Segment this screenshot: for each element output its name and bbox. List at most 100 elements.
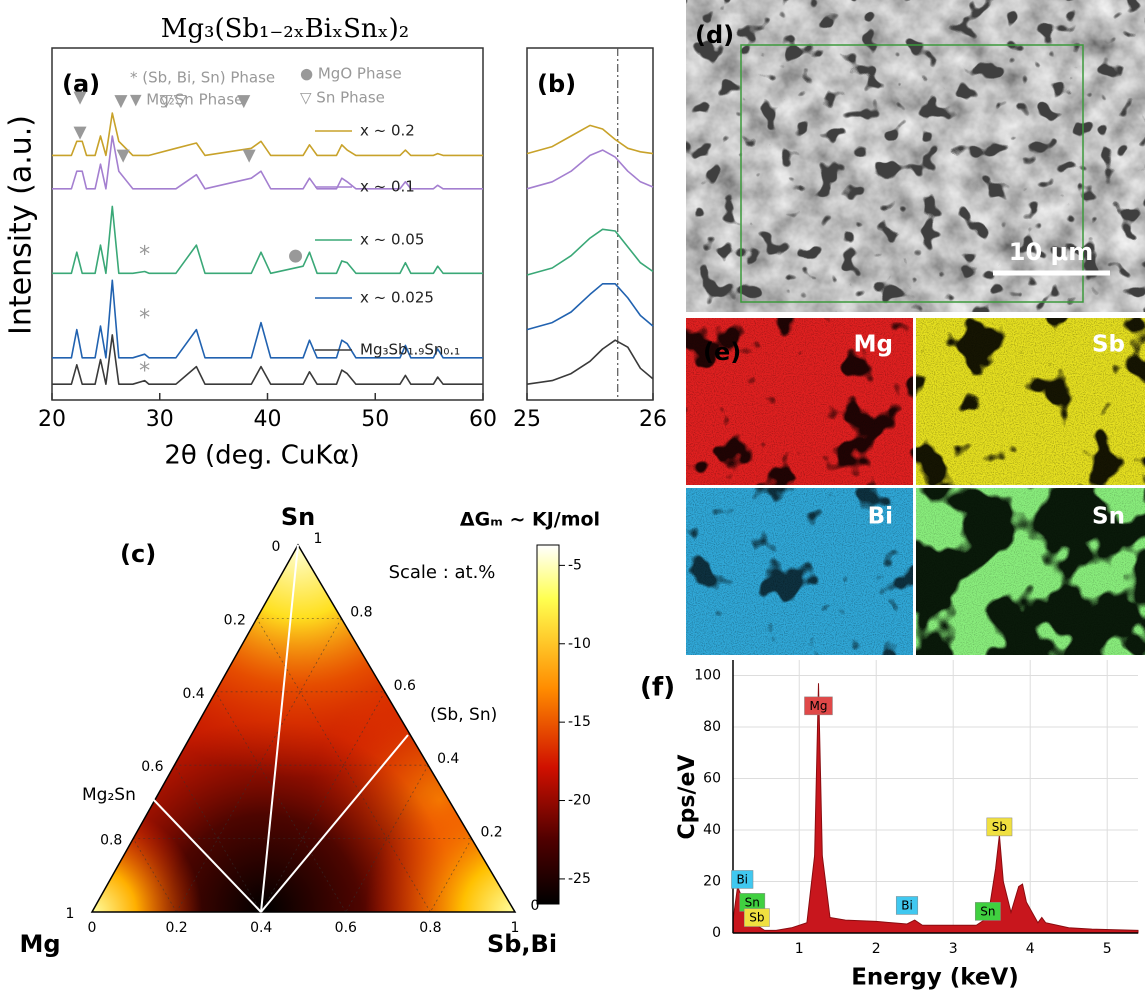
- annotation-box: [744, 908, 770, 927]
- annotation-label: Mg: [809, 699, 827, 713]
- phase-marker: ▼: [114, 91, 128, 111]
- y-tick-label: 40: [703, 822, 721, 838]
- series-line: [52, 279, 483, 359]
- panel-label: (c): [120, 540, 156, 568]
- ternary-tick-label: 0.4: [182, 686, 204, 702]
- annotation-label: Sn: [980, 904, 995, 918]
- map-label: Mg: [854, 332, 893, 358]
- x-tick-label: 60: [469, 407, 497, 432]
- panel-label: (b): [537, 70, 576, 98]
- sem-pores: [686, 0, 1145, 312]
- ternary-annotation: Mg₂Sn: [82, 785, 136, 805]
- phase-legend: ▼ Mg₂Sn Phase: [130, 91, 243, 109]
- x-tick-label: 25: [513, 407, 541, 432]
- x-tick-label: 4: [1026, 941, 1035, 957]
- series-line: [52, 112, 483, 157]
- tie-line: [260, 544, 299, 913]
- map-voids: [916, 318, 1145, 485]
- x-tick-label: 2: [872, 941, 881, 957]
- ternary-tick-label: 0.8: [419, 920, 441, 936]
- x-tick-label: 40: [254, 407, 282, 432]
- phase-legend: * (Sb, Bi, Sn) Phase: [130, 69, 275, 87]
- series-line: [526, 228, 654, 276]
- ternary-grid-line: [176, 618, 342, 913]
- ternary-annotation: (Sb, Sn): [430, 705, 497, 725]
- map-voids: [686, 488, 913, 655]
- ternary-tick-label: 1: [511, 920, 520, 936]
- colorbar-tick-label: -25: [568, 871, 591, 887]
- ternary-tick-label: 0.6: [394, 678, 416, 694]
- map-label: Sn: [1092, 504, 1125, 530]
- scale-note: Scale : at.%: [389, 562, 496, 583]
- y-tick-label: 80: [703, 719, 721, 735]
- plot-frame: [526, 47, 654, 401]
- plot-bg: [733, 660, 1138, 933]
- ternary-tick-label: 1: [66, 906, 75, 922]
- map-voids: [686, 318, 913, 485]
- series-line: [52, 334, 483, 385]
- ternary-tick-label: 0.8: [350, 604, 372, 620]
- map-speckle: [916, 488, 1145, 655]
- phase-marker: ▽: [174, 91, 188, 111]
- ternary-tick-label: 0.2: [165, 920, 187, 936]
- phase-marker: *: [139, 359, 150, 384]
- ternary-tick-label: 0.2: [224, 612, 246, 628]
- vertex-label: Sb,Bi: [487, 930, 557, 958]
- annotation-box: [986, 817, 1013, 837]
- ternary-grid-line: [345, 765, 429, 913]
- colorbar-tick-label: -5: [568, 557, 582, 573]
- phase-legend: ▽ Sn Phase: [300, 89, 385, 107]
- ternary-tick-label: 0: [531, 898, 540, 914]
- x-tick-label: 3: [949, 941, 958, 957]
- ternary-grid-line: [174, 764, 262, 913]
- y-tick-label: 20: [703, 873, 721, 889]
- ternary-tick-label: 1: [314, 531, 323, 547]
- series-line: [526, 149, 654, 190]
- y-axis-label: Intensity (a.u.): [4, 115, 39, 335]
- ternary-tick-label: 0.4: [250, 920, 272, 936]
- annotation-label: Sb: [992, 820, 1007, 834]
- sem-roi: [740, 44, 1084, 303]
- x-tick-label: 26: [639, 407, 667, 432]
- colorbar-label: ΔGₘ ~ KJ/mol: [460, 509, 600, 531]
- phase-marker: *: [139, 243, 150, 268]
- annotation-box: [974, 902, 1001, 921]
- ternary-grid-line: [132, 838, 177, 913]
- colorbar: [536, 544, 560, 905]
- spectrum-area: [732, 683, 1139, 934]
- map-label: Bi: [868, 504, 893, 530]
- legend-label: x ~ 0.025: [360, 289, 434, 307]
- tie-line: [150, 796, 262, 913]
- annotation-label: Bi: [901, 898, 913, 912]
- phase-marker: ▽: [160, 91, 174, 111]
- x-tick-label: 30: [146, 407, 174, 432]
- phase-marker: ▼: [237, 91, 251, 111]
- annotation-box: [804, 696, 833, 716]
- vertex-label: Sn: [281, 503, 315, 531]
- panel-label: (e): [703, 338, 741, 366]
- phase-marker: *: [139, 306, 150, 331]
- colorbar-tick-label: -10: [568, 636, 591, 652]
- series-line: [52, 205, 483, 275]
- ternary-grid-line: [256, 618, 431, 913]
- y-tick-label: 0: [712, 925, 721, 941]
- legend-label: x ~ 0.1: [360, 178, 415, 196]
- y-tick-label: 60: [703, 770, 721, 786]
- map-label: Sb: [1092, 332, 1125, 358]
- x-tick-label: 20: [38, 407, 66, 432]
- scale-bar-label: 10 μm: [1009, 238, 1093, 266]
- y-axis-label: Cps/eV: [675, 755, 700, 840]
- legend-label: x ~ 0.05: [360, 231, 424, 249]
- phase-marker: ▼: [73, 87, 87, 107]
- panel-label: (f): [640, 673, 675, 703]
- annotation-label: Sb: [749, 911, 764, 925]
- annotation-box: [731, 870, 754, 889]
- phase-marker: ▼: [73, 122, 87, 142]
- x-tick-label: 1: [795, 941, 804, 957]
- legend-label: Mg₃Sb₁.₉Sn₀.₁: [360, 341, 460, 359]
- x-tick-label: 50: [361, 407, 389, 432]
- colorbar-tick-label: -20: [568, 793, 591, 809]
- y-tick-label: 100: [694, 667, 721, 683]
- ternary-tick-label: 0.8: [100, 833, 122, 849]
